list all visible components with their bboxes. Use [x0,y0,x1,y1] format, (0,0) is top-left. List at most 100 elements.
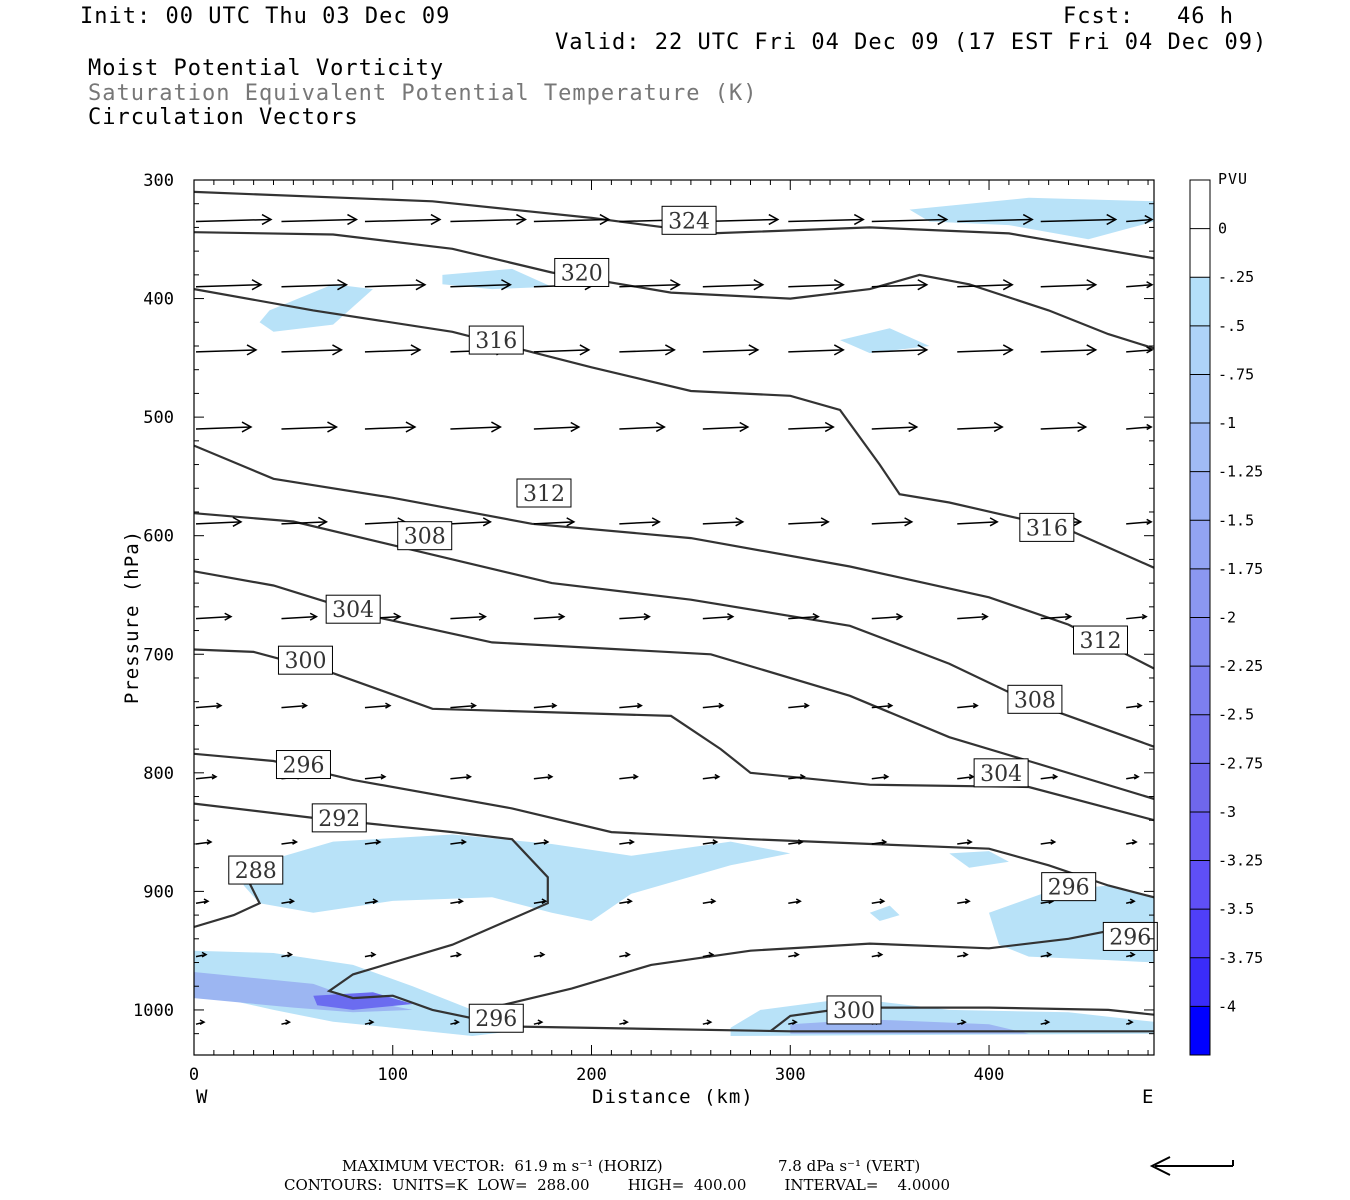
contour-label: 292 [318,807,360,832]
colorbar-label: -2 [1218,609,1236,627]
circulation-vector [1125,1019,1134,1026]
colorbar-label: -1.5 [1218,511,1254,529]
theta-contour-320 [194,231,1154,350]
circulation-vector [619,839,635,845]
theta-contour-312 [194,444,1154,670]
y-tick-label: 500 [143,408,174,428]
circulation-vector [281,421,339,433]
circulation-vector [1126,281,1154,289]
pv-region [194,950,512,1036]
circulation-vector [450,517,492,527]
circulation-vector [1040,344,1098,356]
circulation-vector [702,613,735,621]
circulation-vector [533,898,548,905]
circulation-vector [364,702,392,709]
circulation-vector [450,279,512,291]
circulation-vector [364,839,382,845]
circulation-vector [871,213,949,226]
theta-contour-308 [194,512,1154,748]
contour-labels: 324 320 316 312 308 304 300 296 292 288 296 300 316 3… [228,205,1158,1033]
circulation-vector [195,516,243,527]
circulation-vector [364,1019,375,1026]
circulation-vector [195,421,253,433]
circulation-vector [871,898,886,905]
circulation-vector [788,951,800,958]
circulation-vector [281,612,319,621]
pv-region [259,284,373,332]
x-tick-label: 400 [974,1065,1005,1085]
circulation-vector [788,279,845,291]
circulation-vector [281,516,329,527]
circulation-vector [281,213,359,226]
circulation-vector [533,613,566,621]
pv-region [840,328,930,354]
circulation-vector [871,517,914,527]
contour-label: 316 [475,329,517,354]
colorbar-swatch [1190,228,1210,278]
colorbar-swatch [1190,666,1210,716]
circulation-vector [1040,951,1053,958]
circulation-vector [702,279,765,291]
contour-label-box [1007,684,1063,714]
circulation-vector [1040,613,1073,621]
contour-label-box [661,205,717,235]
circulation-vector [619,773,639,780]
circulation-vector [871,951,884,958]
theta-contour-316 [194,288,1154,569]
colorbar-swatch [1190,909,1210,959]
circulation-vector [364,773,387,780]
contours-info: CONTOURS: UNITS=K LOW= 288.00 HIGH= 400.… [284,1176,950,1194]
contour-label-box [1072,625,1128,655]
colorbar-swatch [1190,277,1210,327]
y-tick-label: 700 [143,645,174,665]
contour-label: 312 [523,482,565,507]
circulation-vector [533,213,611,226]
contour-label: 304 [980,762,1022,787]
circulation-vector [788,773,806,780]
circulation-vector [281,279,349,291]
colorbar-swatch [1190,860,1210,910]
circulation-vector [195,279,263,291]
circulation-vector [619,613,651,621]
colorbar-swatch [1190,520,1210,570]
axes: 300 400 500 600 700 800 900 1000 0 100 200 300 400 [133,171,1155,1085]
colorbar-label: 0 [1218,220,1227,238]
contour-label: 300 [833,999,875,1024]
y-tick-label: 600 [143,527,174,547]
colorbar-swatch [1190,763,1210,813]
theta-contour-300 [194,648,1154,822]
contour-label-box [311,803,367,833]
circulation-vector [957,517,999,527]
circulation-vector [957,898,971,905]
circulation-vector [533,839,550,845]
circulation-vector [1040,213,1118,226]
circulation-vector [364,279,427,291]
contour-label-box [973,758,1029,788]
circulation-vector [702,898,717,905]
circulation-vector [871,344,929,356]
contour-label: 300 [284,649,326,674]
theta-contours [194,190,1154,1033]
circulation-vector [619,279,681,291]
circulation-vector [1126,773,1140,780]
circulation-vector [195,344,258,356]
circulation-vector [450,421,502,433]
circulation-vector [957,213,1034,226]
circulation-vector [702,839,719,845]
colorbar-label: -3 [1218,803,1236,821]
circulation-vector [281,1019,292,1026]
theta-contour-304 [194,570,1154,800]
circulation-vector [364,898,379,905]
circulation-vector [450,612,487,621]
circulation-vector [1126,518,1153,525]
circulation-vector [619,517,661,527]
colorbar-swatch [1190,423,1210,473]
circulation-vector [533,702,558,709]
circulation-vector [871,773,890,780]
title-line-2: Saturation Equivalent Potential Temperat… [88,81,758,106]
circulation-vector [619,898,633,905]
colorbar-label: -2.5 [1218,706,1254,724]
colorbar-swatch [1190,811,1210,862]
circulation-vector [281,344,344,356]
circulation-vector [450,702,477,709]
